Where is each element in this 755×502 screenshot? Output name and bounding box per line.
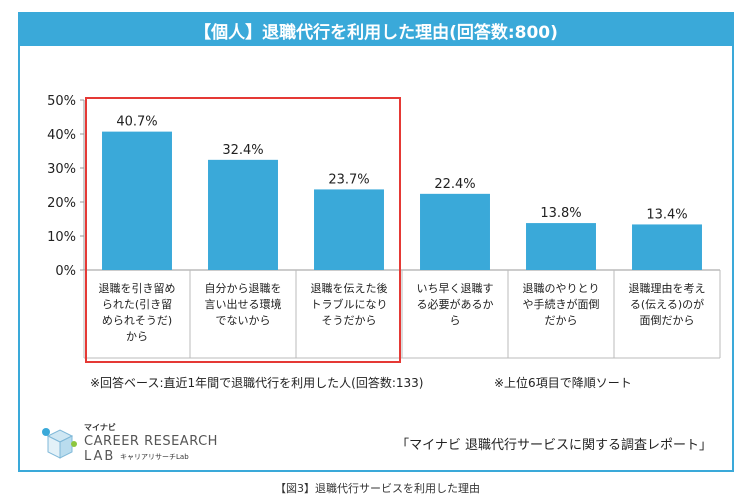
category-label: だから	[545, 314, 578, 327]
y-tick-label: 20%	[47, 196, 76, 211]
category-label: でないから	[216, 314, 271, 327]
y-tick-label: 50%	[47, 94, 76, 109]
y-tick-label: 10%	[47, 230, 76, 245]
logo-line1: CAREER RESEARCH	[84, 434, 218, 449]
category-label: る(伝える)のが	[630, 297, 704, 311]
report-name: 「マイナビ 退職代行サービスに関する調査レポート」	[396, 438, 712, 453]
category-label: そうだから	[322, 314, 377, 327]
data-label: 22.4%	[434, 177, 475, 192]
data-label: 23.7%	[328, 172, 369, 187]
figure-caption: 【図3】退職代行サービスを利用した理由	[275, 482, 480, 495]
y-tick-label: 30%	[47, 162, 76, 177]
highlight-box	[85, 97, 401, 363]
category-label: る必要があるか	[417, 297, 494, 311]
career-research-lab-logo: マイナビ CAREER RESEARCH LAB キャリアリサーチLab	[42, 422, 218, 464]
y-tick-label: 0%	[55, 264, 76, 279]
category-label: 自分から退職を	[205, 282, 282, 295]
data-label: 13.4%	[646, 207, 687, 222]
category-label: 面倒だから	[640, 314, 695, 327]
category-label: や手続きが面倒	[523, 297, 600, 311]
category-label: いち早く退職す	[417, 282, 494, 295]
category-label: 言い出せる環境	[205, 297, 282, 311]
bar	[526, 223, 596, 270]
note-sort: ※上位6項目で降順ソート	[494, 376, 632, 390]
category-label: められそうだ)	[102, 314, 172, 327]
bar	[314, 189, 384, 270]
category-label: ら	[450, 314, 461, 327]
category-label: 退職を伝えた後	[311, 281, 388, 295]
category-label: られた(引き留	[102, 297, 172, 311]
bar	[208, 159, 278, 270]
logo-line2: LAB	[84, 449, 115, 464]
category-label: から	[126, 330, 148, 343]
data-label: 13.8%	[540, 206, 581, 221]
chart-title: 【個人】退職代行を利用した理由(回答数:800)	[20, 14, 732, 46]
data-label: 40.7%	[116, 115, 157, 130]
category-label: 退職を引き留め	[99, 281, 176, 295]
chart-frame: 【個人】退職代行を利用した理由(回答数:800) 0% 10% 20% 30% 40% 5…	[18, 12, 734, 472]
category-label: トラブルになり	[311, 297, 388, 311]
category-label: 退職理由を考え	[629, 281, 706, 295]
bar	[632, 224, 702, 270]
data-label: 32.4%	[222, 143, 263, 158]
bar	[102, 131, 172, 270]
bar-chart: 0% 10% 20% 30% 40% 50% 40.7% 退職を引き留められた(引き留められそ…	[47, 94, 721, 363]
bar	[420, 193, 490, 270]
logo-brand: マイナビ	[84, 422, 116, 432]
cube-icon	[42, 428, 77, 459]
category-label: 退職のやりとり	[523, 282, 600, 295]
logo-sub: キャリアリサーチLab	[120, 453, 189, 461]
y-tick-label: 40%	[47, 128, 76, 143]
note-base: ※回答ベース:直近1年間で退職代行を利用した人(回答数:133)	[90, 376, 424, 390]
